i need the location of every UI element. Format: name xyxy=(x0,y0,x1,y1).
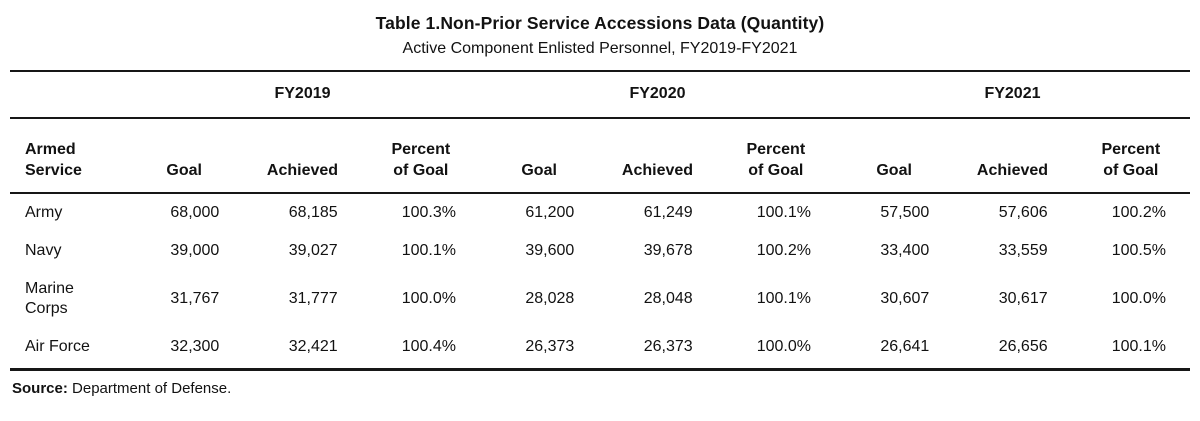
data-cell: 26,656 xyxy=(953,328,1072,372)
armed-service-line2: Service xyxy=(25,162,82,180)
service-name-air-force: Air Force xyxy=(10,328,125,372)
report-table-page: Table 1.Non-Prior Service Accessions Dat… xyxy=(10,13,1190,397)
armed-service-line1: Armed xyxy=(25,141,76,159)
data-cell: 28,028 xyxy=(525,290,575,308)
column-header-achieved-fy2019: Achieved xyxy=(243,118,362,195)
column-header-goal-fy2019: Goal xyxy=(125,118,244,195)
source-note: Source: Department of Defense. xyxy=(10,380,1190,397)
data-cell: 61,249 xyxy=(643,204,693,222)
data-cell: 26,373 xyxy=(598,328,717,372)
data-cell: 39,600 xyxy=(525,242,575,260)
data-cell: 31,767 xyxy=(170,290,220,308)
data-cell: 33,559 xyxy=(998,242,1048,260)
fiscal-year-header-row: FY2019 FY2020 FY2021 xyxy=(10,71,1190,120)
data-cell: 100.0% xyxy=(716,328,835,372)
column-header-goal-fy2020: Goal xyxy=(479,118,599,195)
data-cell: 100.1% xyxy=(756,204,811,222)
service-name-marine-corps: Marine Corps xyxy=(25,280,74,318)
data-cell: 100.1% xyxy=(756,290,811,308)
year-header-fy2020: FY2020 xyxy=(479,71,835,120)
table-row-army: Army 68,000 68,185 100.3% 61,200 61,249 … xyxy=(10,193,1190,232)
column-header-achieved-fy2021: Achieved xyxy=(953,118,1072,195)
data-cell: 100.0% xyxy=(1111,290,1166,308)
year-header-fy2021: FY2021 xyxy=(834,71,1190,120)
data-cell: 39,027 xyxy=(288,242,338,260)
data-cell: 61,200 xyxy=(525,204,575,222)
data-cell: 33,400 xyxy=(880,242,930,260)
data-cell: 100.1% xyxy=(1071,328,1190,372)
data-cell: 68,185 xyxy=(288,204,338,222)
data-cell: 28,048 xyxy=(643,290,693,308)
source-text: Department of Defense. xyxy=(72,380,232,398)
data-cell: 100.2% xyxy=(756,242,811,260)
data-cell: 57,606 xyxy=(998,204,1048,222)
data-cell: 32,300 xyxy=(125,328,244,372)
table-row-navy: Navy 39,000 39,027 100.1% 39,600 39,678 … xyxy=(10,232,1190,270)
data-cell: 30,617 xyxy=(998,290,1048,308)
column-header-row: Armed Service Goal Achieved Percent of G… xyxy=(10,118,1190,195)
data-cell: 100.5% xyxy=(1111,242,1166,260)
data-cell: 39,000 xyxy=(170,242,220,260)
column-header-percent-fy2020: Percent of Goal xyxy=(716,118,835,195)
table-subtitle: Active Component Enlisted Personnel, FY2… xyxy=(402,40,798,57)
data-cell: 100.1% xyxy=(401,242,456,260)
data-cell: 30,607 xyxy=(880,290,930,308)
column-header-armed-service: Armed Service xyxy=(10,118,125,195)
percent-line2: of Goal xyxy=(748,162,804,180)
data-cell: 26,373 xyxy=(479,328,599,372)
table-row-marine-corps: Marine Corps 31,767 31,777 100.0% 28,028… xyxy=(10,270,1190,328)
percent-line2: of Goal xyxy=(1103,162,1159,180)
accessions-table: FY2019 FY2020 FY2021 Armed Service Goal … xyxy=(10,70,1190,372)
table-title: Table 1.Non-Prior Service Accessions Dat… xyxy=(375,13,825,33)
source-label: Source: xyxy=(12,380,68,398)
service-name-army: Army xyxy=(25,204,63,222)
percent-line1: Percent xyxy=(1101,141,1161,159)
data-cell: 39,678 xyxy=(643,242,693,260)
percent-line2: of Goal xyxy=(393,162,449,180)
year-header-fy2019: FY2019 xyxy=(125,71,480,120)
data-cell: 68,000 xyxy=(170,204,220,222)
column-header-goal-fy2021: Goal xyxy=(834,118,954,195)
percent-line1: Percent xyxy=(391,141,451,159)
table-row-air-force: Air Force 32,300 32,421 100.4% 26,373 26… xyxy=(10,328,1190,372)
column-header-percent-fy2019: Percent of Goal xyxy=(361,118,480,195)
data-cell: 100.2% xyxy=(1111,204,1166,222)
percent-line1: Percent xyxy=(746,141,806,159)
data-cell: 100.0% xyxy=(401,290,456,308)
data-cell: 57,500 xyxy=(880,204,930,222)
data-cell: 31,777 xyxy=(288,290,338,308)
data-cell: 26,641 xyxy=(834,328,954,372)
data-cell: 100.4% xyxy=(361,328,480,372)
column-header-percent-fy2021: Percent of Goal xyxy=(1071,118,1190,195)
column-header-achieved-fy2020: Achieved xyxy=(598,118,717,195)
service-name-navy: Navy xyxy=(25,242,62,260)
year-spacer-cell xyxy=(10,71,125,120)
data-cell: 100.3% xyxy=(401,204,456,222)
data-cell: 32,421 xyxy=(243,328,362,372)
